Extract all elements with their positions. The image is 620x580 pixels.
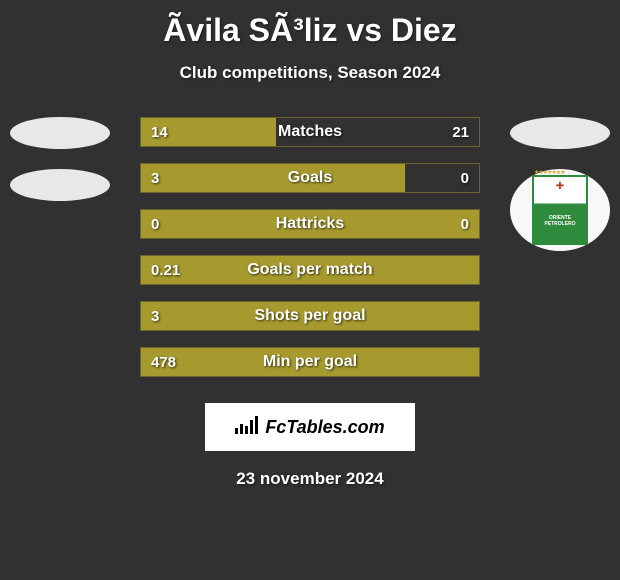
stat-row-min-per-goal: 478 Min per goal <box>140 347 480 377</box>
stat-row-matches: 14 Matches 21 <box>140 117 480 147</box>
badge-club-name: ORIENTE PETROLERO <box>534 215 586 227</box>
brand-text: FcTables.com <box>265 417 384 438</box>
club-left-badge <box>10 169 110 201</box>
stat-row-hattricks: 0 Hattricks 0 <box>140 209 480 239</box>
player-left-logos <box>10 117 110 201</box>
stat-label: Goals per match <box>141 256 479 284</box>
stat-label: Goals <box>141 164 479 192</box>
brand-chart-icon <box>235 416 259 439</box>
player-right-avatar <box>510 117 610 149</box>
stat-right-value: 0 <box>461 210 469 238</box>
stat-row-goals: 3 Goals 0 <box>140 163 480 193</box>
comparison-subtitle: Club competitions, Season 2024 <box>0 63 620 83</box>
stats-bars: 14 Matches 21 3 Goals 0 0 Hattricks 0 0.… <box>140 117 480 377</box>
player-right-logos: ★★★★★★★ ✚ ORIENTE PETROLERO <box>510 117 610 251</box>
stat-label: Min per goal <box>141 348 479 376</box>
stat-label: Hattricks <box>141 210 479 238</box>
stat-label: Matches <box>141 118 479 146</box>
player-left-avatar <box>10 117 110 149</box>
comparison-date: 23 november 2024 <box>0 469 620 489</box>
badge-cross-icon: ✚ <box>556 181 564 192</box>
brand-watermark: FcTables.com <box>205 403 415 451</box>
comparison-title: Ãvila SÃ³liz vs Diez <box>0 0 620 49</box>
comparison-area: ★★★★★★★ ✚ ORIENTE PETROLERO 14 Matches 2… <box>0 117 620 377</box>
stat-row-shots-per-goal: 3 Shots per goal <box>140 301 480 331</box>
stat-right-value: 21 <box>452 118 469 146</box>
stat-row-goals-per-match: 0.21 Goals per match <box>140 255 480 285</box>
club-badge-shield: ★★★★★★★ ✚ ORIENTE PETROLERO <box>532 175 588 245</box>
club-right-badge: ★★★★★★★ ✚ ORIENTE PETROLERO <box>510 169 610 251</box>
stat-label: Shots per goal <box>141 302 479 330</box>
stat-right-value: 0 <box>461 164 469 192</box>
badge-stars-icon: ★★★★★★★ <box>534 169 565 176</box>
